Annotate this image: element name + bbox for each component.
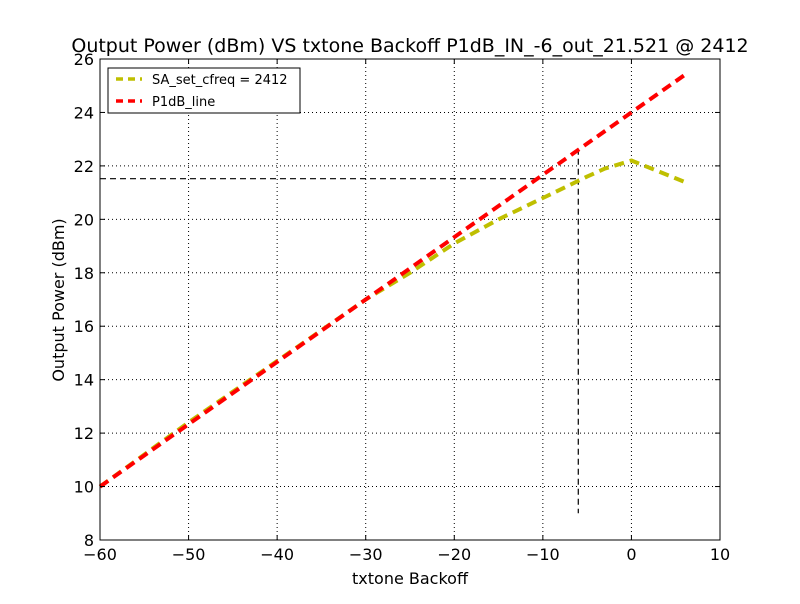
legend-box [107, 67, 301, 114]
reference-lines [100, 148, 579, 514]
legend-label-sa-set-cfreq: SA_set_cfreq = 2412 [152, 73, 288, 88]
y-tick-label: 16 [74, 317, 94, 336]
axis-ticks: −60 −50 −40 −30 −20 −10 0 10 8 10 12 14 16 18 20 22 24 26 [74, 50, 731, 564]
y-tick-label: 24 [74, 103, 94, 122]
y-tick-label: 14 [74, 371, 94, 390]
plot-frame [99, 58, 721, 541]
y-axis-label: Output Power (dBm) [49, 218, 68, 381]
y-tick-label: 10 [74, 478, 94, 497]
x-tick-label: 10 [710, 545, 730, 564]
x-tick-label: −20 [437, 545, 471, 564]
x-tick-label: −10 [526, 545, 560, 564]
x-tick-label: −50 [172, 545, 206, 564]
y-tick-label: 22 [74, 157, 94, 176]
x-tick-label: −60 [83, 545, 117, 564]
x-axis-label: txtone Backoff [352, 569, 469, 588]
y-tick-label: 18 [74, 264, 94, 283]
x-tick-label: −30 [349, 545, 383, 564]
series-lines [98, 73, 686, 489]
y-tick-label: 26 [74, 50, 94, 69]
series-line-p1db-line [98, 73, 686, 489]
y-tick-label: 8 [84, 531, 94, 550]
chart-title: Output Power (dBm) VS txtone Backoff P1d… [71, 35, 748, 57]
y-tick-label: 12 [74, 424, 94, 443]
x-tick-label: −40 [260, 545, 294, 564]
legend-label-p1db-line: P1dB_line [152, 95, 215, 110]
x-tick-label: 0 [626, 545, 636, 564]
legend: SA_set_cfreq = 2412 P1dB_line [107, 67, 301, 114]
y-tick-label: 20 [74, 210, 94, 229]
